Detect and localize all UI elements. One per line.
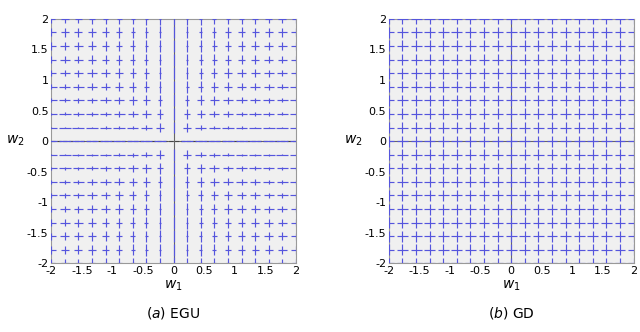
X-axis label: $w_1$: $w_1$ bbox=[502, 279, 520, 293]
Title: $(b)$ GD: $(b)$ GD bbox=[488, 305, 534, 321]
Y-axis label: $w_2$: $w_2$ bbox=[6, 134, 25, 148]
X-axis label: $w_1$: $w_1$ bbox=[164, 279, 183, 293]
Y-axis label: $w_2$: $w_2$ bbox=[344, 134, 363, 148]
Title: $(a)$ EGU: $(a)$ EGU bbox=[147, 305, 201, 321]
